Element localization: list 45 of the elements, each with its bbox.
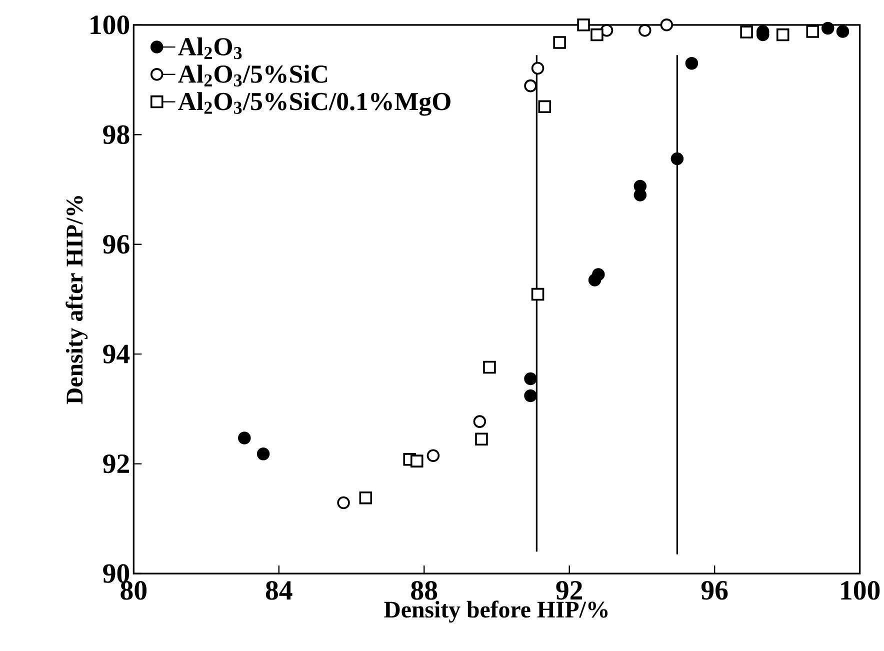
point bbox=[821, 22, 834, 34]
x-tick-label: 84 bbox=[266, 580, 292, 600]
y-tick-label: 98 bbox=[103, 125, 130, 144]
x-tick-label: 96 bbox=[701, 580, 728, 600]
y-tick-label: 100 bbox=[90, 15, 130, 34]
legend-label: Al$_{2}$O$_{3}$/5%SiC bbox=[178, 64, 328, 86]
point bbox=[410, 454, 424, 468]
legend-label: Al$_{2}$O$_{3}$ bbox=[178, 37, 242, 59]
point bbox=[806, 24, 820, 38]
point bbox=[577, 18, 590, 32]
point bbox=[473, 415, 486, 428]
point bbox=[524, 389, 537, 402]
x-tick-label: 100 bbox=[841, 580, 880, 600]
point bbox=[483, 360, 496, 374]
y-tick-label: 96 bbox=[103, 234, 130, 254]
point bbox=[524, 79, 537, 92]
point bbox=[538, 100, 552, 113]
y-axis-title: Density after HIP/% bbox=[66, 196, 88, 404]
y-tick-label: 90 bbox=[103, 564, 130, 583]
point bbox=[359, 491, 372, 504]
point bbox=[426, 449, 440, 462]
point bbox=[475, 432, 488, 446]
x-tick-label: 80 bbox=[120, 580, 147, 600]
point bbox=[531, 288, 544, 301]
point bbox=[553, 36, 566, 49]
point bbox=[670, 152, 684, 166]
point bbox=[685, 56, 698, 70]
x-tick-label: 88 bbox=[411, 580, 438, 600]
x-axis-title: Density before HIP/% bbox=[384, 600, 608, 622]
point bbox=[256, 447, 270, 460]
legend-label: Al$_{2}$O$_{3}$/5%SiC/0.1%MgO bbox=[178, 92, 450, 116]
point bbox=[740, 26, 753, 38]
point bbox=[337, 496, 350, 509]
point bbox=[592, 268, 605, 281]
point bbox=[776, 28, 790, 42]
point bbox=[531, 62, 544, 74]
point bbox=[524, 372, 537, 385]
point bbox=[590, 28, 604, 42]
y-tick-label: 92 bbox=[103, 454, 129, 473]
point bbox=[238, 431, 251, 444]
point bbox=[638, 24, 652, 37]
y-tick-label: 94 bbox=[103, 344, 130, 364]
x-tick-label: 92 bbox=[556, 580, 582, 600]
point bbox=[836, 24, 850, 38]
point bbox=[660, 18, 674, 32]
